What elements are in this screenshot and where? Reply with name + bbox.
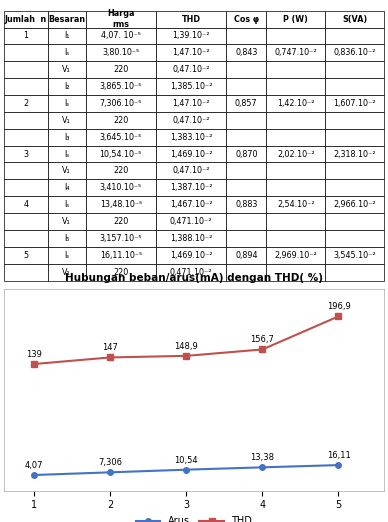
Text: 196,9: 196,9 bbox=[327, 302, 350, 312]
Text: 13,38: 13,38 bbox=[250, 454, 274, 462]
Text: 4,07: 4,07 bbox=[25, 461, 43, 470]
Text: 10,54: 10,54 bbox=[175, 456, 198, 465]
Legend: Arus, THD: Arus, THD bbox=[132, 513, 256, 522]
Title: Hubungan beban/arus(mA) dengan THD( %): Hubungan beban/arus(mA) dengan THD( %) bbox=[65, 273, 323, 283]
Text: 156,7: 156,7 bbox=[251, 336, 274, 345]
Text: 16,11: 16,11 bbox=[327, 451, 350, 460]
Text: 148,9: 148,9 bbox=[175, 342, 198, 351]
Text: 7,306: 7,306 bbox=[98, 458, 122, 467]
Text: 147: 147 bbox=[102, 343, 118, 352]
Text: 139: 139 bbox=[26, 350, 42, 359]
